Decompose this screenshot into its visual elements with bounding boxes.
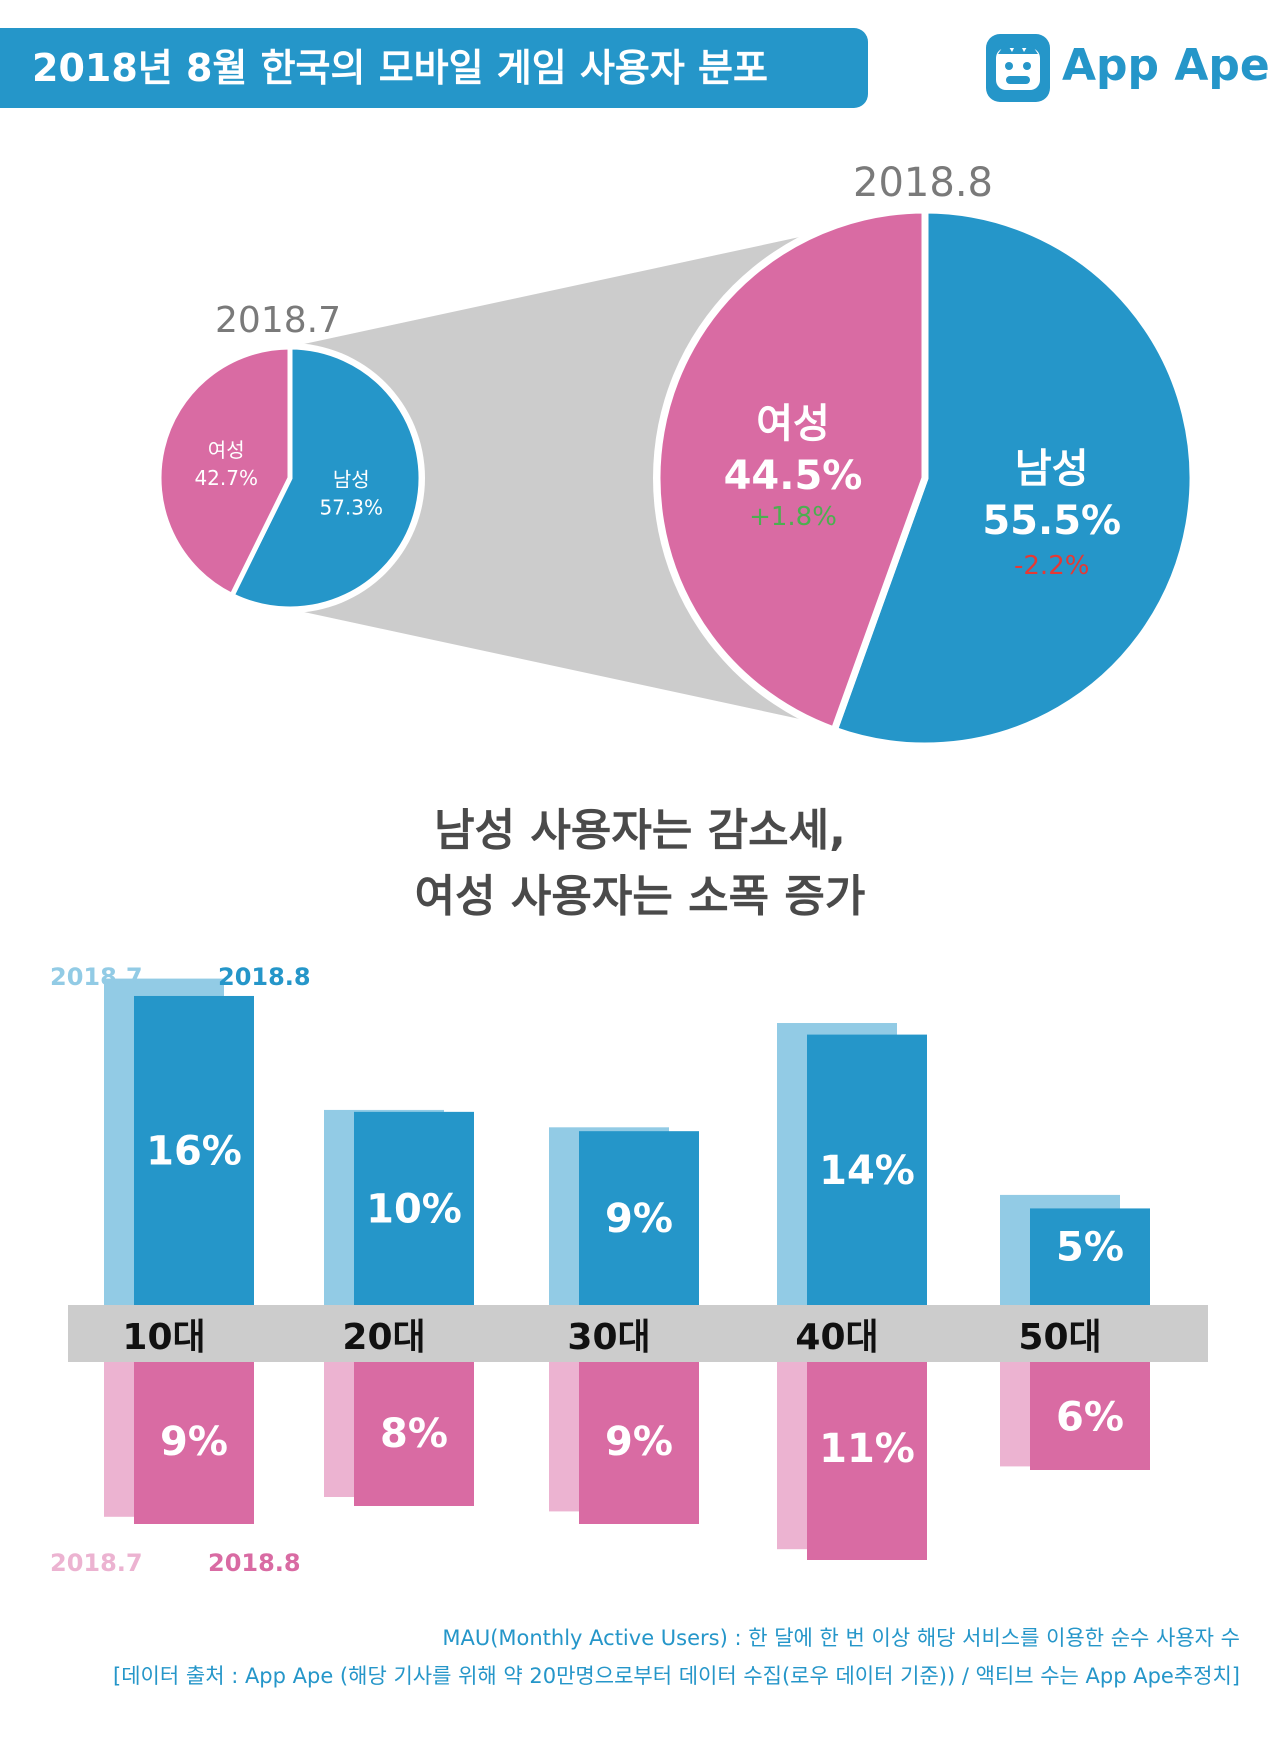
pie-2-male-value: 55.5% (982, 498, 1121, 544)
bar-female-label-5: 6% (1056, 1395, 1124, 1441)
bar-male-2018-8-2 (354, 1111, 474, 1305)
bar-female-2018-8-4 (807, 1362, 927, 1560)
subheading: 남성 사용자는 감소세, 여성 사용자는 소폭 증가 (0, 798, 1280, 930)
pie-2-slice-male (830, 206, 1197, 750)
bar-male-2018-8-4 (807, 1034, 927, 1305)
pie-2-female-label: 여성 (756, 401, 830, 447)
pie-2-male-label: 남성 (1015, 446, 1089, 492)
app-ape-logo: App Ape (982, 30, 1270, 108)
bar-female-label-1: 9% (160, 1419, 228, 1465)
pie-1-slice-female (156, 344, 293, 598)
title-banner: 2018년 8월 한국의 모바일 게임 사용자 분포 (0, 28, 868, 108)
pie-2-female-change: +1.8% (749, 502, 837, 532)
bar-male-label-3: 9% (605, 1196, 673, 1242)
footnote-mau: MAU(Monthly Active Users) : 한 달에 한 번 이상 … (442, 1626, 1240, 1650)
pie-1-female-label: 여성 (208, 438, 245, 462)
pie-1-female-value: 42.7% (194, 466, 258, 490)
pie-1-male-value: 57.3% (319, 495, 383, 519)
bar-female-2018-8-2 (354, 1362, 474, 1506)
bar-female-label-3: 9% (605, 1419, 673, 1465)
age-label-5: 50대 (1018, 1317, 1101, 1358)
ape-face-icon (986, 34, 1050, 102)
subheading-line-2: 여성 사용자는 소폭 증가 (414, 871, 866, 922)
pie-2-female-value: 44.5% (724, 453, 863, 499)
pie-2-title: 2018.8 (853, 160, 993, 206)
pie-2-male-change: -2.2% (1014, 551, 1089, 581)
page-title: 2018년 8월 한국의 모바일 게임 사용자 분포 (32, 46, 768, 90)
bar-male-2018-8-3 (579, 1131, 699, 1305)
bar-male-2018-8-1 (134, 995, 254, 1305)
bar-male-label-2: 10% (366, 1186, 462, 1232)
subheading-line-1: 남성 사용자는 감소세, (434, 805, 846, 856)
age-axis-band (68, 1305, 1208, 1362)
footnote-source: [데이터 출처 : App Ape (해당 기사를 위해 약 20만명으로부터 … (113, 1664, 1240, 1688)
bar-male-label-5: 5% (1056, 1225, 1124, 1271)
bar-female-label-2: 8% (380, 1411, 448, 1457)
age-label-1: 10대 (122, 1317, 205, 1358)
pie-1-male-label: 남성 (333, 467, 370, 491)
legend-male-2018-7: 2018.7 (50, 963, 143, 991)
bar-female-2018-8-1 (134, 1362, 254, 1524)
age-label-4: 40대 (795, 1317, 878, 1358)
legend-female-2018-7: 2018.7 (50, 1549, 143, 1577)
bar-male-label-1: 16% (146, 1128, 242, 1174)
logo-text: App Ape (1062, 40, 1270, 91)
age-label-2: 20대 (342, 1317, 425, 1358)
age-label-3: 30대 (567, 1317, 650, 1358)
pie-1-title: 2018.7 (215, 300, 341, 341)
legend-female-2018-8: 2018.8 (208, 1549, 301, 1577)
bar-female-2018-8-5 (1030, 1362, 1150, 1470)
bar-female-2018-8-3 (579, 1362, 699, 1524)
legend-male-2018-8: 2018.8 (218, 963, 311, 991)
pie-1-slice-male (229, 344, 424, 612)
bar-male-2018-8-5 (1030, 1208, 1150, 1305)
pie-2-slice-female (653, 206, 929, 734)
bar-male-label-4: 14% (819, 1148, 915, 1194)
bar-female-label-4: 11% (819, 1426, 915, 1472)
